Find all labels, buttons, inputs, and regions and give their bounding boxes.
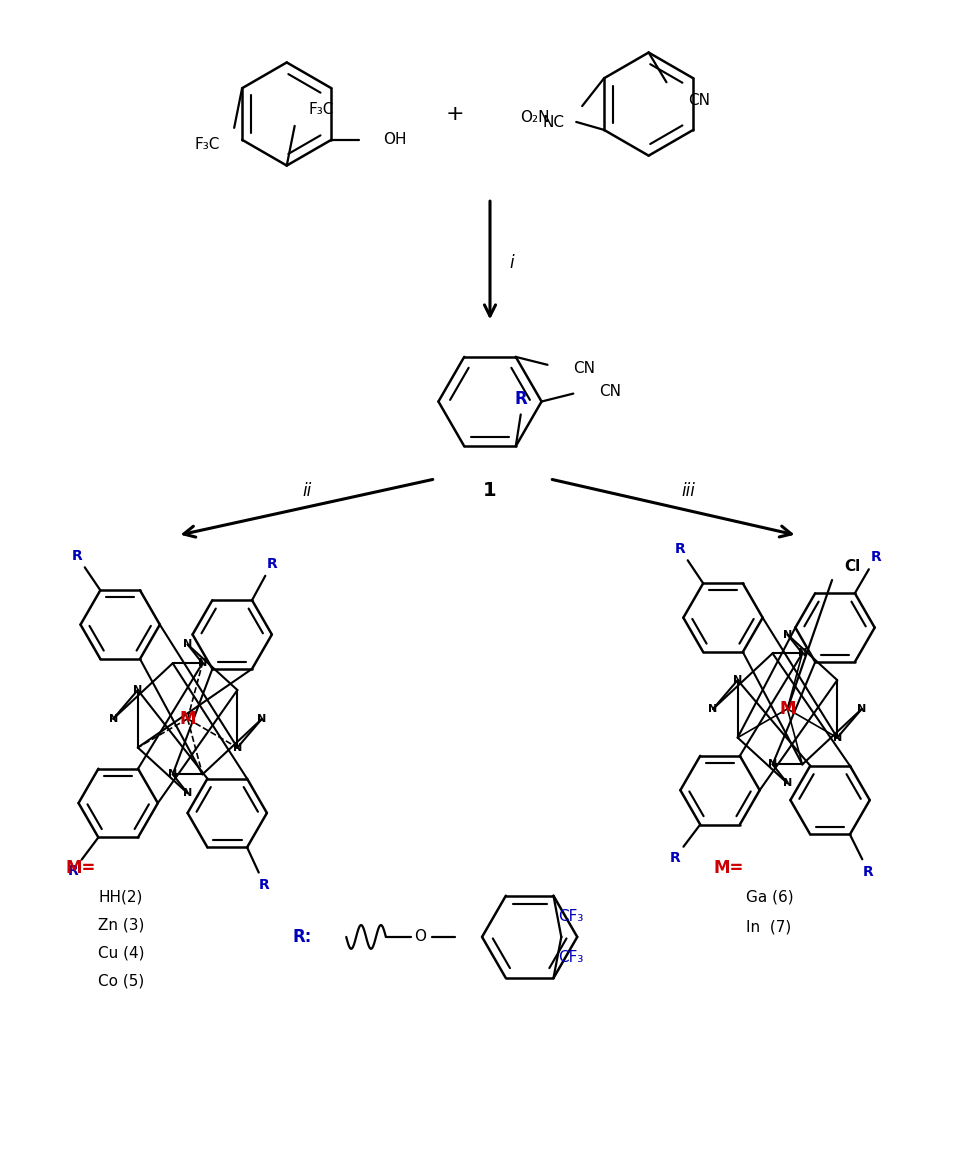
Text: iii: iii <box>681 481 694 500</box>
Text: N: N <box>183 639 192 650</box>
Text: Cu (4): Cu (4) <box>98 945 145 960</box>
Text: i: i <box>510 254 513 271</box>
Text: R:: R: <box>291 928 311 945</box>
Text: NC: NC <box>542 116 563 130</box>
Text: N: N <box>857 704 866 713</box>
Text: R: R <box>266 557 277 571</box>
Text: CF₃: CF₃ <box>558 950 584 965</box>
Text: F₃C: F₃C <box>195 137 220 152</box>
Text: In  (7): In (7) <box>745 920 790 935</box>
Text: Ga (6): Ga (6) <box>745 890 792 905</box>
Text: N: N <box>168 769 177 780</box>
Text: R: R <box>869 550 880 564</box>
Text: N: N <box>782 778 791 789</box>
Text: F₃C: F₃C <box>308 102 333 116</box>
Text: Zn (3): Zn (3) <box>98 918 145 933</box>
Text: R: R <box>863 864 873 879</box>
Text: HH(2): HH(2) <box>98 890 143 905</box>
Text: 1: 1 <box>483 481 496 500</box>
Text: R: R <box>67 864 78 878</box>
Text: O₂N: O₂N <box>519 110 549 125</box>
Text: N: N <box>797 648 806 659</box>
Text: +: + <box>446 104 465 124</box>
Text: N: N <box>233 742 242 753</box>
Text: CN: CN <box>688 93 710 108</box>
Text: N: N <box>733 675 741 686</box>
Text: CF₃: CF₃ <box>558 909 584 925</box>
Text: M=: M= <box>712 858 742 877</box>
Text: R: R <box>669 850 680 865</box>
Text: N: N <box>831 733 841 742</box>
Text: R: R <box>674 542 685 556</box>
Text: M: M <box>778 699 795 718</box>
Text: ii: ii <box>301 481 311 500</box>
Text: N: N <box>183 788 192 798</box>
Text: CN: CN <box>573 361 595 376</box>
Text: M: M <box>179 710 196 727</box>
Text: N: N <box>109 713 117 724</box>
Text: Co (5): Co (5) <box>98 973 145 988</box>
Text: Cl: Cl <box>843 559 860 573</box>
Text: R: R <box>259 878 270 892</box>
Text: N: N <box>708 704 717 713</box>
Text: R: R <box>513 390 526 407</box>
Text: CN: CN <box>599 384 620 399</box>
Text: N: N <box>198 658 207 668</box>
Text: N: N <box>257 713 266 724</box>
Text: N: N <box>767 760 777 769</box>
Text: M=: M= <box>66 858 96 877</box>
Text: R: R <box>71 549 82 563</box>
Text: N: N <box>782 630 791 639</box>
Text: N: N <box>133 686 142 695</box>
Text: O: O <box>414 929 426 944</box>
Text: OH: OH <box>382 132 406 147</box>
